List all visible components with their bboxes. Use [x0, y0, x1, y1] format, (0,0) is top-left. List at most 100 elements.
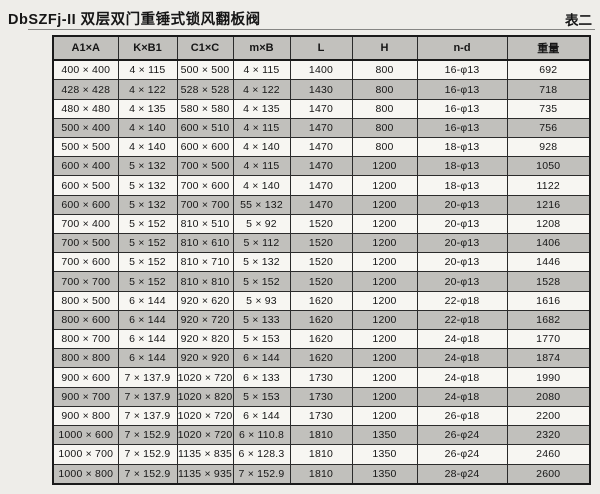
table-row: 600 × 600 5 × 132 700 × 700 55 × 132 1470 120…: [52, 194, 591, 215]
table-cell: 700 × 600: [176, 175, 234, 196]
table-cell: 2320: [506, 425, 591, 446]
table-cell: 20-φ13: [416, 233, 508, 254]
table-row: 900 × 800 7 × 137.9 1020 × 720 6 × 144 1730 1…: [52, 405, 591, 427]
table-cell: 1200: [351, 329, 418, 350]
header-cell-a1xa: A1×A: [52, 35, 119, 61]
page-title: DbSZFj-II 双层双门重锤式锁风翻板阀: [8, 12, 261, 28]
table-cell: 1730: [289, 405, 353, 427]
table-cell: 700 × 700: [52, 271, 119, 292]
table-cell: 1200: [351, 367, 418, 388]
table-cell: 400 × 400: [52, 59, 119, 81]
table-cell: 600 × 600: [176, 137, 234, 158]
table-cell: 580 × 580: [176, 98, 234, 119]
table-cell: 692: [506, 59, 591, 81]
table-cell: 5 × 152: [117, 271, 178, 292]
table-cell: 6 × 144: [232, 348, 291, 369]
table-cell: 1810: [289, 463, 353, 485]
table-cell: 7 × 137.9: [117, 405, 178, 427]
table-cell: 20-φ13: [416, 194, 508, 215]
table-cell: 528 × 528: [176, 79, 234, 100]
table-cell: 1470: [289, 175, 353, 196]
table-cell: 800 × 700: [52, 329, 119, 350]
table-cell: 24-φ18: [416, 348, 508, 369]
table-cell: 16-φ13: [416, 59, 508, 81]
table-cell: 20-φ13: [416, 252, 508, 273]
table-cell: 26-φ18: [416, 405, 508, 427]
table-cell: 2080: [506, 386, 591, 407]
table-cell: 1135 × 935: [176, 463, 234, 485]
table-row: 700 × 600 5 × 152 810 × 710 5 × 132 1520 1200…: [52, 252, 591, 273]
table-cell: 1446: [506, 252, 591, 273]
table-row: 800 × 500 6 × 144 920 × 620 5 × 93 1620 1200 2…: [52, 290, 591, 311]
table-cell: 1122: [506, 175, 591, 196]
table-cell: 7 × 152.9: [117, 425, 178, 446]
table-cell: 1470: [289, 194, 353, 215]
table-cell: 6 × 110.8: [232, 425, 291, 446]
table-row: 1000 × 800 7 × 152.9 1135 × 935 7 × 152.9 18…: [52, 463, 591, 485]
table-cell: 5 × 153: [232, 386, 291, 407]
table-cell: 1200: [351, 290, 418, 311]
table-cell: 1200: [351, 271, 418, 292]
table-cell: 928: [506, 137, 591, 158]
table-cell: 735: [506, 98, 591, 119]
table-cell: 4 × 135: [232, 98, 291, 119]
table-cell: 1620: [289, 348, 353, 369]
table-cell: 7 × 152.9: [232, 463, 291, 485]
table-cell: 1200: [351, 233, 418, 254]
table-body: 400 × 400 4 × 115 500 × 500 4 × 115 1400 800 1…: [52, 59, 591, 485]
table-cell: 5 × 92: [232, 213, 291, 235]
table-cell: 5 × 93: [232, 290, 291, 311]
table-cell: 1400: [289, 59, 353, 81]
table-cell: 1990: [506, 367, 591, 388]
table-cell: 1216: [506, 194, 591, 215]
table-cell: 5 × 153: [232, 329, 291, 350]
table-cell: 920 × 920: [176, 348, 234, 369]
table-cell: 1430: [289, 79, 353, 100]
valve-spec-table: A1×A K×B1 C1×C m×B L H n-d 重量 400 × 400 4…: [52, 35, 591, 485]
table-cell: 16-φ13: [416, 117, 508, 139]
table-row: 600 × 500 5 × 132 700 × 600 4 × 140 1470 1200…: [52, 175, 591, 196]
table-cell: 18-φ13: [416, 156, 508, 177]
table-cell: 4 × 122: [232, 79, 291, 100]
table-cell: 24-φ18: [416, 329, 508, 350]
table-cell: 1350: [351, 463, 418, 485]
table-cell: 6 × 144: [117, 348, 178, 369]
table-cell: 7 × 152.9: [117, 444, 178, 465]
table-cell: 1620: [289, 329, 353, 350]
table-cell: 1200: [351, 175, 418, 196]
table-cell: 1000 × 800: [52, 463, 119, 485]
table-row: 700 × 400 5 × 152 810 × 510 5 × 92 1520 1200 2…: [52, 213, 591, 235]
table-cell: 22-φ18: [416, 309, 508, 331]
table-cell: 800: [351, 117, 418, 139]
table-cell: 1520: [289, 271, 353, 292]
table-cell: 1135 × 835: [176, 444, 234, 465]
spec-table-container: A1×A K×B1 C1×C m×B L H n-d 重量 400 × 400 4…: [52, 35, 591, 485]
table-cell: 1020 × 820: [176, 386, 234, 407]
table-cell: 428 × 428: [52, 79, 119, 100]
table-cell: 600 × 600: [52, 194, 119, 215]
table-cell: 5 × 112: [232, 233, 291, 254]
header-cell-l: L: [289, 35, 353, 61]
table-cell: 24-φ18: [416, 367, 508, 388]
table-cell: 800: [351, 79, 418, 100]
table-cell: 4 × 140: [232, 175, 291, 196]
table-row: 700 × 700 5 × 152 810 × 810 5 × 152 1520 1200…: [52, 271, 591, 292]
table-cell: 1810: [289, 425, 353, 446]
table-cell: 480 × 480: [52, 98, 119, 119]
table-cell: 1730: [289, 386, 353, 407]
table-cell: 1874: [506, 348, 591, 369]
table-cell: 920 × 820: [176, 329, 234, 350]
table-cell: 5 × 152: [232, 271, 291, 292]
table-cell: 5 × 132: [232, 252, 291, 273]
table-cell: 18-φ13: [416, 137, 508, 158]
table-row: 800 × 600 6 × 144 920 × 720 5 × 133 1620 1200…: [52, 309, 591, 331]
table-row: 700 × 500 5 × 152 810 × 610 5 × 112 1520 1200…: [52, 233, 591, 254]
table-cell: 1470: [289, 137, 353, 158]
table-cell: 4 × 115: [232, 117, 291, 139]
table-cell: 700 × 700: [176, 194, 234, 215]
table-row: 1000 × 600 7 × 152.9 1020 × 720 6 × 110.8 18…: [52, 425, 591, 446]
table-cell: 1620: [289, 309, 353, 331]
table-cell: 28-φ24: [416, 463, 508, 485]
table-cell: 800 × 600: [52, 309, 119, 331]
table-cell: 800 × 500: [52, 290, 119, 311]
